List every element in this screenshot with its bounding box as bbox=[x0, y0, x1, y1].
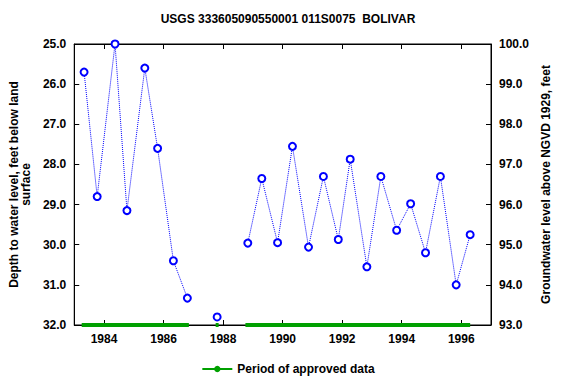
svg-text:28.0: 28.0 bbox=[43, 157, 67, 171]
svg-text:94.0: 94.0 bbox=[499, 278, 523, 292]
svg-text:31.0: 31.0 bbox=[43, 278, 67, 292]
svg-text:1990: 1990 bbox=[269, 332, 296, 346]
svg-text:98.0: 98.0 bbox=[499, 117, 523, 131]
svg-text:1984: 1984 bbox=[91, 332, 118, 346]
svg-text:1988: 1988 bbox=[210, 332, 237, 346]
svg-text:1986: 1986 bbox=[150, 332, 177, 346]
svg-text:96.0: 96.0 bbox=[499, 198, 523, 212]
svg-text:surface: surface bbox=[19, 163, 33, 206]
svg-text:1992: 1992 bbox=[329, 332, 356, 346]
svg-text:100.0: 100.0 bbox=[499, 37, 529, 51]
svg-text:97.0: 97.0 bbox=[499, 157, 523, 171]
svg-text:93.0: 93.0 bbox=[499, 318, 523, 332]
svg-text:26.0: 26.0 bbox=[43, 77, 67, 91]
svg-text:99.0: 99.0 bbox=[499, 77, 523, 91]
svg-text:USGS 333605090550001 011S0075: USGS 333605090550001 011S0075 BOLIVAR bbox=[161, 12, 416, 26]
svg-text:25.0: 25.0 bbox=[43, 37, 67, 51]
svg-text:95.0: 95.0 bbox=[499, 238, 523, 252]
svg-text:Depth to water level, feet bel: Depth to water level, feet below land bbox=[7, 81, 21, 288]
svg-text:30.0: 30.0 bbox=[43, 238, 67, 252]
svg-text:32.0: 32.0 bbox=[43, 318, 67, 332]
svg-text:1996: 1996 bbox=[448, 332, 475, 346]
svg-text:29.0: 29.0 bbox=[43, 198, 67, 212]
svg-text:27.0: 27.0 bbox=[43, 117, 67, 131]
svg-text:1994: 1994 bbox=[388, 332, 415, 346]
svg-text:Groundwater level above NGVD 1: Groundwater level above NGVD 1929, feet bbox=[539, 65, 553, 304]
svg-text:Period of approved data: Period of approved data bbox=[237, 362, 375, 376]
